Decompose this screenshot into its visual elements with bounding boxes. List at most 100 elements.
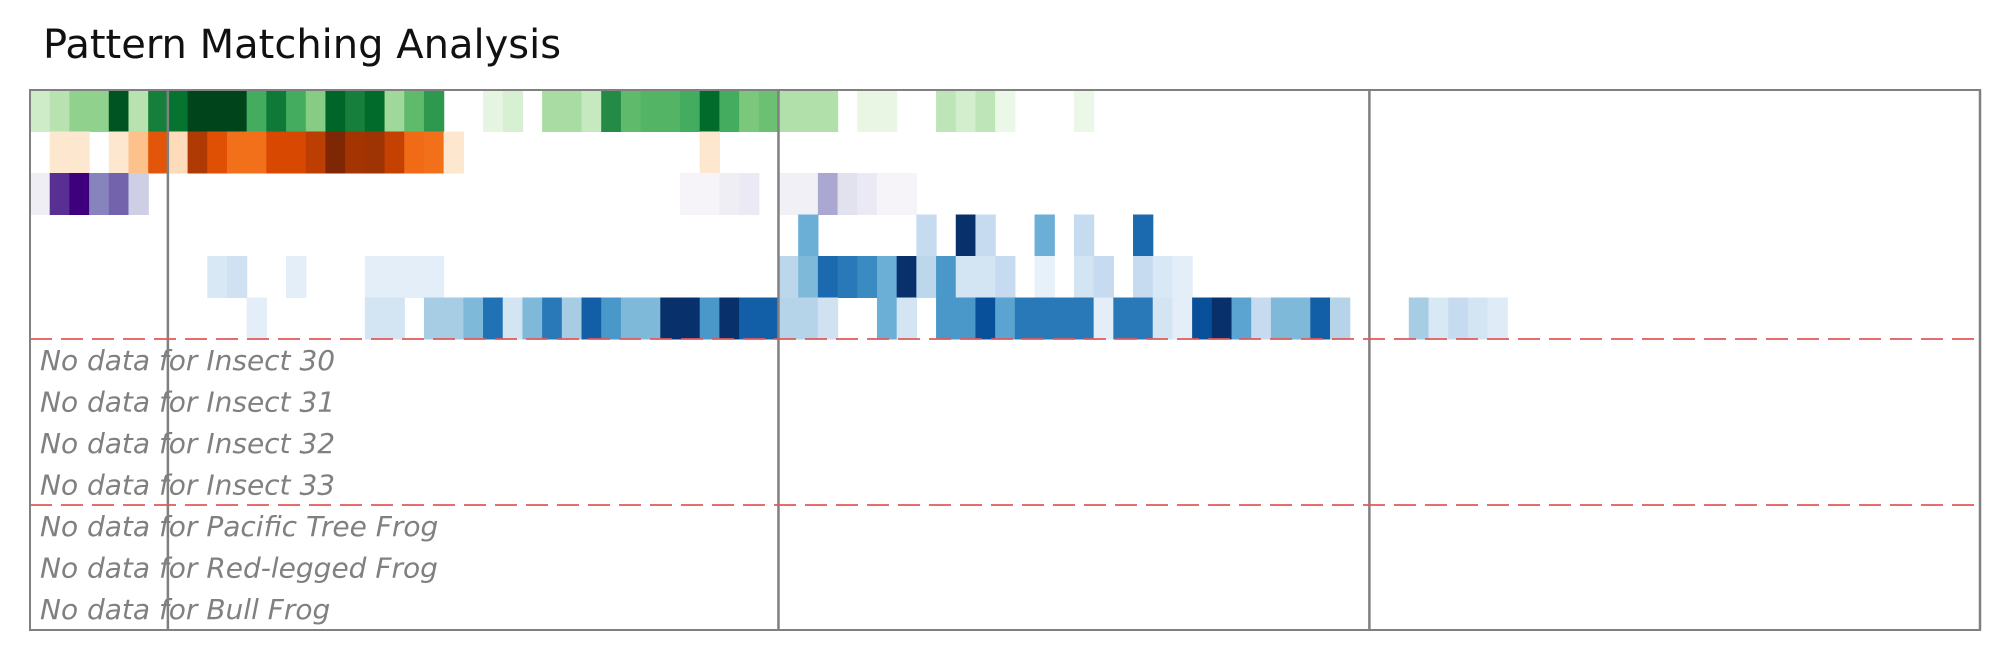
heatmap-cell	[226, 131, 248, 174]
heatmap-cell	[226, 90, 248, 132]
empty-row-message: No data for Bull Frog	[40, 593, 330, 626]
empty-row-message: No data for Insect 32	[40, 427, 335, 460]
heatmap-cell	[207, 90, 228, 132]
heatmap-cell	[286, 90, 307, 132]
heatmap-cell	[995, 297, 1016, 340]
heatmap-cell	[384, 297, 405, 340]
heatmap-cell	[502, 297, 524, 340]
heatmap-cell	[305, 90, 327, 132]
heatmap-cell	[423, 90, 445, 132]
heatmap-cell	[463, 297, 484, 340]
heatmap-cell	[758, 297, 780, 340]
heatmap-cell	[246, 90, 267, 132]
heatmap-cell	[89, 173, 110, 215]
heatmap-cells	[30, 90, 1508, 340]
heatmap-cell	[1133, 214, 1154, 257]
heatmap-cell	[876, 90, 898, 132]
heatmap-cell	[837, 256, 858, 298]
heatmap-cell	[798, 214, 819, 257]
heatmap-cell	[680, 173, 701, 215]
heatmap-cell	[719, 173, 740, 215]
heatmap-cell	[483, 297, 504, 340]
heatmap-cell	[1014, 297, 1036, 340]
heatmap-cell	[1467, 297, 1489, 340]
heatmap-cell	[423, 131, 445, 174]
empty-row-message: No data for Insect 30	[40, 344, 335, 377]
heatmap-cell	[817, 256, 839, 298]
heatmap-cell	[857, 90, 878, 132]
heatmap-cell	[69, 173, 90, 215]
heatmap-cell	[699, 131, 720, 174]
heatmap-cell	[601, 297, 622, 340]
heatmap-cell	[1290, 297, 1311, 340]
heatmap-cell	[69, 90, 90, 132]
heatmap-cell	[955, 90, 977, 132]
heatmap-cell	[187, 90, 208, 132]
heatmap-cell	[69, 131, 90, 174]
heatmap-cell	[1448, 297, 1469, 340]
heatmap-cell	[364, 90, 386, 132]
heatmap-cell	[542, 297, 563, 340]
heatmap-cell	[30, 90, 51, 132]
heatmap-cell	[89, 90, 110, 132]
heatmap-cell	[364, 297, 386, 340]
group-separators	[30, 338, 1980, 506]
heatmap-cell	[798, 256, 819, 298]
heatmap-cell	[1093, 256, 1114, 298]
heatmap-cell	[1408, 297, 1430, 340]
heatmap-cell	[246, 297, 267, 340]
heatmap-cell	[876, 297, 898, 340]
heatmap-cell	[266, 131, 287, 174]
heatmap-cell	[620, 90, 642, 132]
heatmap-cell	[581, 297, 602, 340]
heatmap-cell	[384, 90, 405, 132]
heatmap-cell	[581, 90, 602, 132]
heatmap-cell	[936, 256, 957, 298]
heatmap-cell	[857, 256, 878, 298]
heatmap-cell	[266, 90, 287, 132]
heatmap-cell	[778, 256, 799, 298]
heatmap-cell	[1054, 297, 1075, 340]
heatmap-cell	[798, 297, 819, 340]
heatmap-cell	[995, 90, 1016, 132]
heatmap-cell	[798, 90, 819, 132]
heatmap-cell	[207, 256, 228, 298]
heatmap-cell	[502, 90, 524, 132]
empty-row-messages: No data for Insect 30 No data for Insect …	[40, 344, 438, 626]
heatmap-cell	[364, 131, 386, 174]
heatmap-cell	[108, 131, 130, 174]
heatmap-cell	[778, 90, 799, 132]
heatmap-cell	[601, 90, 622, 132]
heatmap-cell	[1192, 297, 1213, 340]
heatmap-cell	[1034, 214, 1055, 257]
heatmap-cell	[975, 297, 996, 340]
heatmap-cell	[936, 297, 957, 340]
heatmap-cell	[423, 297, 445, 340]
heatmap-cell	[1133, 297, 1154, 340]
heatmap-cell	[1211, 297, 1233, 340]
heatmap-cell	[1073, 214, 1095, 257]
heatmap-cell	[384, 256, 405, 298]
heatmap-cell	[1034, 256, 1055, 298]
heatmap-cell	[345, 131, 366, 174]
heatmap-cell	[364, 256, 386, 298]
heatmap-cell	[49, 173, 70, 215]
heatmap-cell	[226, 256, 248, 298]
heatmap-cell	[1093, 297, 1114, 340]
heatmap-cell	[975, 214, 996, 257]
heatmap-cell	[778, 173, 799, 215]
heatmap-cell	[896, 297, 917, 340]
heatmap-cell	[817, 173, 839, 215]
empty-row-message: No data for Insect 31	[40, 385, 335, 418]
heatmap-cell	[620, 297, 642, 340]
heatmap-cell	[561, 297, 583, 340]
heatmap-cell	[1172, 256, 1193, 298]
heatmap-cell	[640, 297, 661, 340]
heatmap-cell	[148, 90, 169, 132]
empty-row-message: No data for Pacific Tree Frog	[40, 510, 438, 543]
heatmap-cell	[1073, 256, 1095, 298]
heatmap-cell	[936, 90, 957, 132]
heatmap-cell	[1428, 297, 1449, 340]
empty-row-message: No data for Red-legged Frog	[40, 551, 438, 584]
